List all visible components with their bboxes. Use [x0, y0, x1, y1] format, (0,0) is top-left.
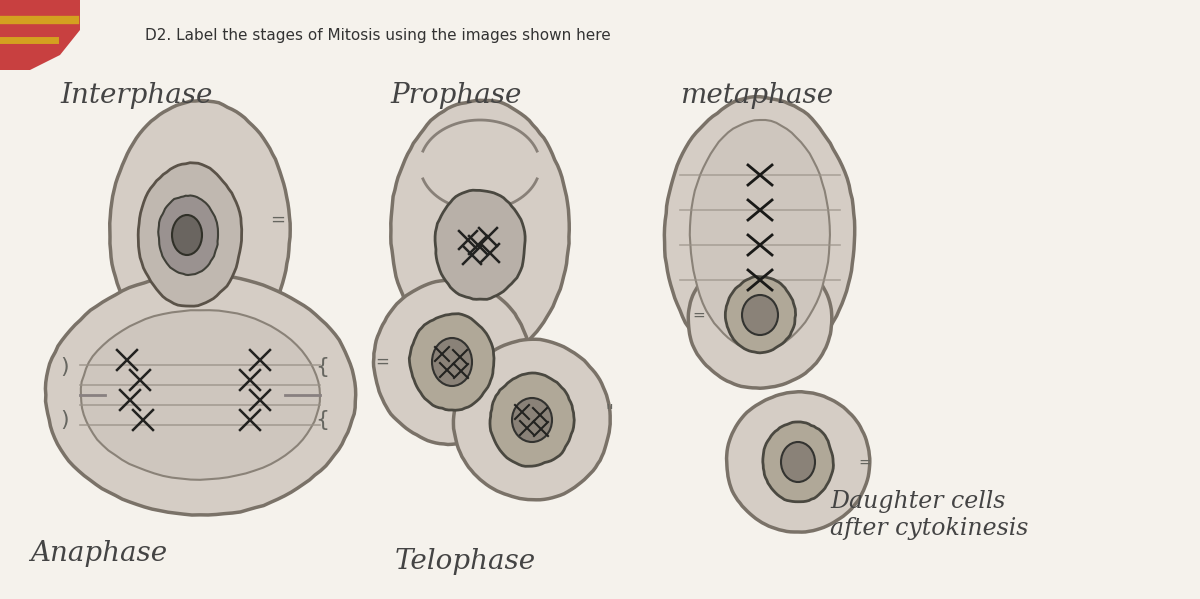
Text: Daughter cells
after cytokinesis: Daughter cells after cytokinesis: [830, 490, 1028, 540]
Text: {: {: [314, 357, 329, 377]
Text: D2. Label the stages of Mitosis using the images shown here: D2. Label the stages of Mitosis using th…: [145, 28, 611, 43]
Text: Prophase: Prophase: [390, 82, 521, 109]
Polygon shape: [138, 163, 241, 306]
Polygon shape: [763, 422, 834, 502]
Text: =: =: [270, 211, 286, 229]
Polygon shape: [373, 280, 530, 444]
Polygon shape: [0, 0, 80, 70]
Text: metaphase: metaphase: [680, 82, 833, 109]
Text: Telophase: Telophase: [395, 548, 536, 575]
Polygon shape: [109, 101, 290, 360]
Polygon shape: [158, 195, 218, 275]
Polygon shape: [665, 96, 854, 374]
Ellipse shape: [781, 442, 815, 482]
Text: ): ): [60, 410, 68, 430]
Polygon shape: [46, 274, 355, 515]
Polygon shape: [726, 392, 870, 532]
Ellipse shape: [512, 398, 552, 442]
Polygon shape: [409, 314, 494, 410]
FancyBboxPatch shape: [0, 0, 47, 60]
Polygon shape: [725, 277, 796, 353]
Text: Anaphase: Anaphase: [30, 540, 167, 567]
Text: ): ): [60, 357, 68, 377]
Text: =: =: [374, 353, 389, 371]
Ellipse shape: [432, 338, 472, 386]
Polygon shape: [436, 190, 526, 300]
Polygon shape: [490, 373, 575, 466]
Polygon shape: [690, 120, 830, 350]
Text: =: =: [692, 307, 704, 322]
Ellipse shape: [742, 295, 778, 335]
Ellipse shape: [172, 215, 202, 255]
Polygon shape: [80, 310, 320, 480]
Polygon shape: [454, 339, 610, 500]
Text: ": ": [605, 403, 613, 421]
Text: {: {: [314, 410, 329, 430]
Polygon shape: [689, 252, 832, 388]
Text: Interphase: Interphase: [60, 82, 212, 109]
FancyBboxPatch shape: [0, 0, 67, 30]
Text: =: =: [858, 455, 871, 470]
Polygon shape: [391, 100, 569, 360]
